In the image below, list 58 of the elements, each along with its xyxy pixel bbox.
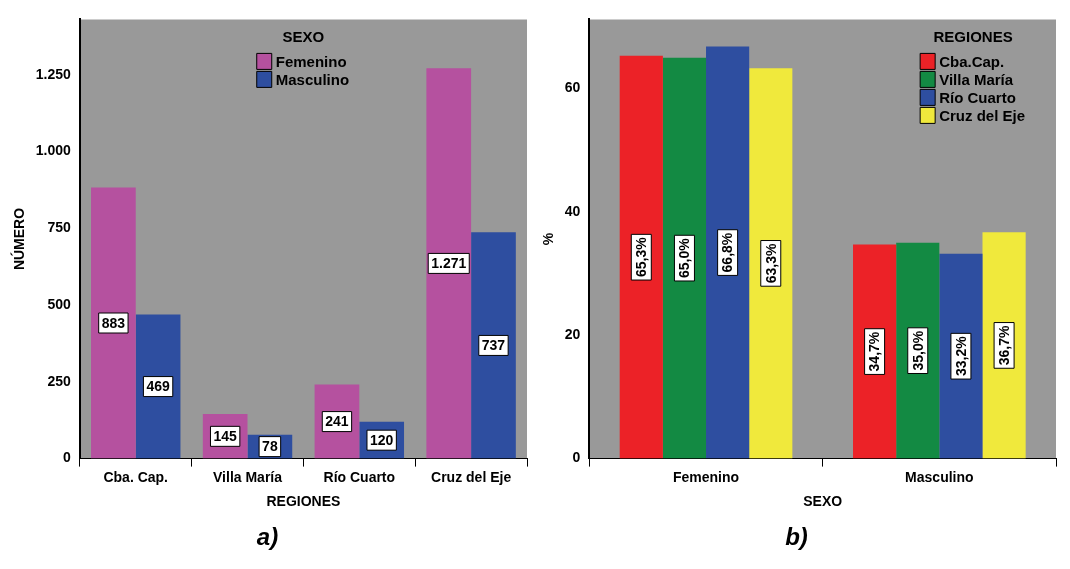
y-tick-label: 0 [572, 449, 581, 466]
x-axis-title: REGIONES [266, 492, 341, 509]
data-label: 883 [101, 314, 126, 331]
data-label: 34,7% [866, 331, 883, 372]
x-tick-label: Cruz del Eje [431, 468, 512, 485]
legend-label: Masculino [275, 70, 350, 88]
bar [662, 57, 707, 459]
x-tick-label: Río Cuarto [323, 468, 396, 485]
data-label: 469 [146, 378, 170, 395]
x-tick-label: Villa María [213, 468, 283, 485]
y-tick-label: 1.250 [35, 65, 72, 82]
legend-label: Río Cuarto [939, 88, 1016, 106]
bar [619, 55, 663, 459]
y-axis-title: NÚMERO [10, 207, 28, 271]
bar [135, 314, 181, 459]
data-label: 78 [262, 438, 278, 455]
data-label: 35,0% [909, 330, 926, 371]
data-label: 241 [325, 413, 349, 430]
bar [896, 242, 940, 459]
x-tick-label: Cba. Cap. [103, 468, 169, 485]
y-tick-label: 0 [63, 449, 72, 466]
data-label: 737 [481, 337, 506, 354]
data-label: 65,0% [676, 237, 693, 278]
data-label: 65,3% [633, 236, 650, 278]
bar [426, 68, 472, 459]
data-label: 66,8% [719, 232, 736, 273]
bar [706, 46, 750, 459]
y-tick-label: 20 [564, 326, 581, 343]
legend-title: REGIONES [933, 27, 1013, 45]
legend-label: Femenino [275, 52, 347, 70]
x-tick-label: Masculino [905, 468, 974, 485]
y-tick-label: 750 [47, 219, 72, 236]
y-axis-title: % [540, 232, 557, 246]
y-tick-label: 60 [564, 79, 581, 96]
legend-title: SEXO [282, 27, 325, 45]
bar [91, 187, 136, 459]
y-tick-label: 40 [564, 202, 581, 219]
y-tick-label: 250 [47, 372, 72, 389]
data-label: 1.271 [431, 255, 467, 272]
x-tick-label: Femenino [672, 468, 740, 485]
text: b) [785, 523, 808, 551]
text: a) [256, 523, 279, 551]
data-label: 33,2% [952, 335, 969, 377]
data-label: 63,3% [762, 242, 779, 284]
legend-label: Cba.Cap. [939, 52, 1005, 70]
bar [749, 68, 793, 459]
y-tick-label: 1.000 [35, 142, 72, 159]
bar [471, 232, 516, 459]
bar [853, 244, 897, 459]
bar [939, 253, 983, 459]
bar [982, 232, 1026, 459]
x-axis-title: SEXO [803, 492, 843, 509]
data-label: 120 [369, 432, 394, 449]
y-tick-label: 500 [47, 295, 72, 312]
data-label: 36,7% [995, 325, 1012, 366]
legend-label: Cruz del Eje [939, 106, 1025, 124]
legend-label: Villa María [939, 70, 1014, 88]
data-label: 145 [213, 428, 238, 445]
